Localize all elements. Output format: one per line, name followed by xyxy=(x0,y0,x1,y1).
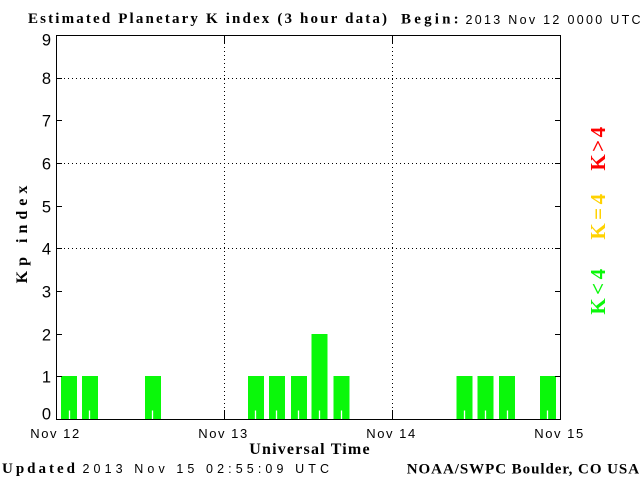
svg-text:6: 6 xyxy=(42,155,51,173)
svg-text:8: 8 xyxy=(42,70,51,88)
svg-text:9: 9 xyxy=(42,32,51,50)
svg-text:K=4: K=4 xyxy=(586,190,610,239)
svg-text:5: 5 xyxy=(42,198,51,216)
svg-text:K>4: K>4 xyxy=(586,124,610,170)
svg-text:K<4: K<4 xyxy=(586,265,610,314)
svg-text:1: 1 xyxy=(42,368,51,386)
svg-text:2013 Nov 15 02:55:09 UTC: 2013 Nov 15 02:55:09 UTC xyxy=(83,462,334,476)
svg-text:3: 3 xyxy=(42,283,51,301)
svg-text:4: 4 xyxy=(42,240,51,258)
svg-text:Nov 14: Nov 14 xyxy=(366,426,417,441)
svg-text:2013 Nov 12 0000 UTC: 2013 Nov 12 0000 UTC xyxy=(466,13,640,27)
svg-text:Kp index: Kp index xyxy=(14,181,31,284)
svg-text:Updated: Updated xyxy=(2,461,78,477)
svg-text:Estimated Planetary K index (3: Estimated Planetary K index (3 hour data… xyxy=(28,11,389,27)
svg-text:Universal Time: Universal Time xyxy=(249,441,371,458)
svg-text:Nov 15: Nov 15 xyxy=(534,426,585,441)
svg-text:Nov 13: Nov 13 xyxy=(198,426,249,441)
svg-text:7: 7 xyxy=(42,112,51,130)
svg-text:NOAA/SWPC Boulder, CO USA: NOAA/SWPC Boulder, CO USA xyxy=(407,462,640,478)
svg-text:Begin:: Begin: xyxy=(401,12,462,28)
svg-text:Nov 12: Nov 12 xyxy=(30,426,81,441)
svg-text:2: 2 xyxy=(42,326,51,344)
svg-text:0: 0 xyxy=(42,406,51,424)
